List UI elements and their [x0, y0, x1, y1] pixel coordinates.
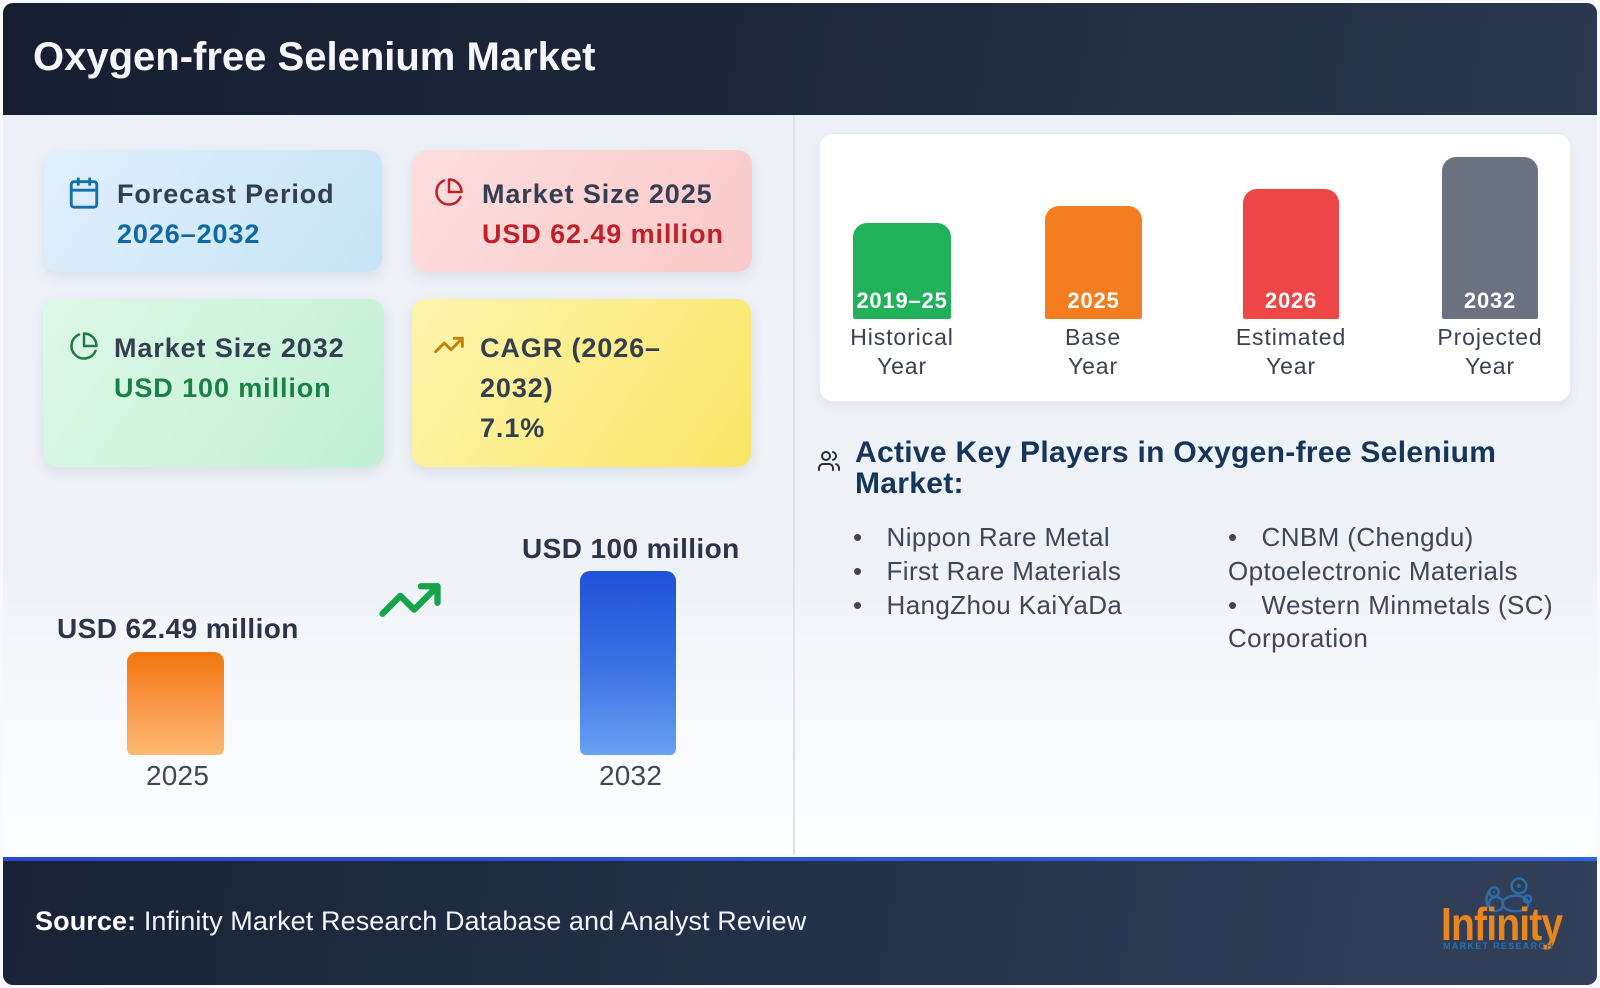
svg-text:Infinity: Infinity [1441, 899, 1563, 951]
svg-text:MARKET RESEARCH: MARKET RESEARCH [1443, 941, 1554, 951]
